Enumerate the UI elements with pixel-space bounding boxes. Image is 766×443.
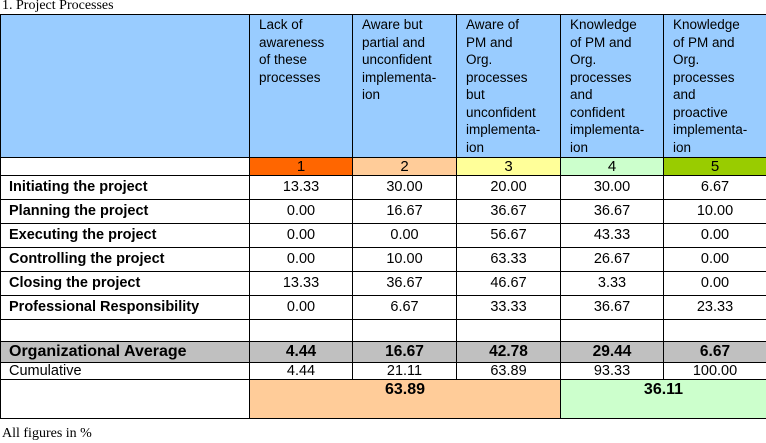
- table-cell: 56.67: [456, 223, 561, 248]
- row-label: Professional Responsibility: [0, 295, 250, 320]
- table-cell: 0.00: [249, 247, 353, 272]
- table-cell: 30.00: [352, 175, 457, 200]
- cumulative-cell: 4.44: [249, 362, 353, 380]
- cumulative-cell: 21.11: [352, 362, 457, 380]
- level-5-header: Knowledge of PM and Org. processes and p…: [663, 14, 766, 158]
- header-corner-cell: [0, 14, 250, 158]
- table-cell: 0.00: [663, 247, 766, 272]
- table-cell: 33.33: [456, 295, 561, 320]
- table-cell: 6.67: [663, 175, 766, 200]
- table-cell: 0.00: [249, 295, 353, 320]
- spacer-row: [0, 319, 766, 342]
- table-cell: 23.33: [663, 295, 766, 320]
- table-cell: 13.33: [249, 271, 353, 296]
- table-row: Executing the project 0.00 0.00 56.67 43…: [0, 223, 766, 248]
- average-cell: 16.67: [352, 341, 457, 363]
- table-cell: 13.33: [249, 175, 353, 200]
- level-3-header: Aware of PM and Org. processes but uncon…: [456, 14, 561, 158]
- level-5-cell: 5: [663, 157, 766, 176]
- totals-row: 63.89 36.11: [0, 379, 766, 419]
- average-label: Organizational Average: [0, 341, 250, 363]
- table-cell: 43.33: [560, 223, 664, 248]
- table-cell: 3.33: [560, 271, 664, 296]
- table-cell: 0.00: [663, 223, 766, 248]
- row-label: Closing the project: [0, 271, 250, 296]
- footnote: All figures in %: [2, 426, 92, 441]
- row-label: Executing the project: [0, 223, 250, 248]
- empty-cell: [663, 319, 766, 342]
- page-title: 1. Project Processes: [2, 0, 114, 13]
- cumulative-label: Cumulative: [0, 362, 250, 380]
- average-cell: 42.78: [456, 341, 561, 363]
- header-row: Lack of awareness of these processes Awa…: [0, 14, 766, 158]
- table-row: Controlling the project 0.00 10.00 63.33…: [0, 247, 766, 272]
- level-2-cell: 2: [352, 157, 457, 176]
- table-row: Planning the project 0.00 16.67 36.67 36…: [0, 199, 766, 224]
- cumulative-cell: 100.00: [663, 362, 766, 380]
- table-cell: 0.00: [352, 223, 457, 248]
- row-label: Initiating the project: [0, 175, 250, 200]
- empty-cell: [0, 319, 250, 342]
- table-cell: 30.00: [560, 175, 664, 200]
- level-1-cell: 1: [249, 157, 353, 176]
- empty-cell: [456, 319, 561, 342]
- table-cell: 36.67: [352, 271, 457, 296]
- cumulative-cell: 63.89: [456, 362, 561, 380]
- table-cell: 10.00: [663, 199, 766, 224]
- average-cell: 6.67: [663, 341, 766, 363]
- project-processes-table: Lack of awareness of these processes Awa…: [0, 14, 766, 419]
- table-cell: 16.67: [352, 199, 457, 224]
- table-cell: 36.67: [560, 295, 664, 320]
- table-cell: 36.67: [560, 199, 664, 224]
- cumulative-cell: 93.33: [560, 362, 664, 380]
- table-row: Professional Responsibility 0.00 6.67 33…: [0, 295, 766, 320]
- empty-cell: [249, 319, 353, 342]
- cumulative-row: Cumulative 4.44 21.11 63.89 93.33 100.00: [0, 362, 766, 380]
- level-number-row: 1 2 3 4 5: [0, 157, 766, 176]
- totals-corner-cell: [0, 379, 250, 419]
- table-cell: 0.00: [249, 199, 353, 224]
- table-cell: 36.67: [456, 199, 561, 224]
- level-1-header: Lack of awareness of these processes: [249, 14, 353, 158]
- level-4-cell: 4: [560, 157, 664, 176]
- table-cell: 20.00: [456, 175, 561, 200]
- level-3-cell: 3: [456, 157, 561, 176]
- table-cell: 63.33: [456, 247, 561, 272]
- organizational-average-row: Organizational Average 4.44 16.67 42.78 …: [0, 341, 766, 363]
- row-label: Controlling the project: [0, 247, 250, 272]
- table-cell: 6.67: [352, 295, 457, 320]
- table-row: Closing the project 13.33 36.67 46.67 3.…: [0, 271, 766, 296]
- level-corner-cell: [0, 157, 250, 176]
- table-row: Initiating the project 13.33 30.00 20.00…: [0, 175, 766, 200]
- table-cell: 0.00: [663, 271, 766, 296]
- total-low-levels-cell: 63.89: [249, 379, 561, 419]
- table-cell: 26.67: [560, 247, 664, 272]
- total-high-levels-cell: 36.11: [560, 379, 766, 419]
- empty-cell: [560, 319, 664, 342]
- table-cell: 46.67: [456, 271, 561, 296]
- level-2-header: Aware but partial and unconfident implem…: [352, 14, 457, 158]
- row-label: Planning the project: [0, 199, 250, 224]
- table-cell: 10.00: [352, 247, 457, 272]
- average-cell: 29.44: [560, 341, 664, 363]
- empty-cell: [352, 319, 457, 342]
- level-4-header: Knowledge of PM and Org. processes and c…: [560, 14, 664, 158]
- table-cell: 0.00: [249, 223, 353, 248]
- average-cell: 4.44: [249, 341, 353, 363]
